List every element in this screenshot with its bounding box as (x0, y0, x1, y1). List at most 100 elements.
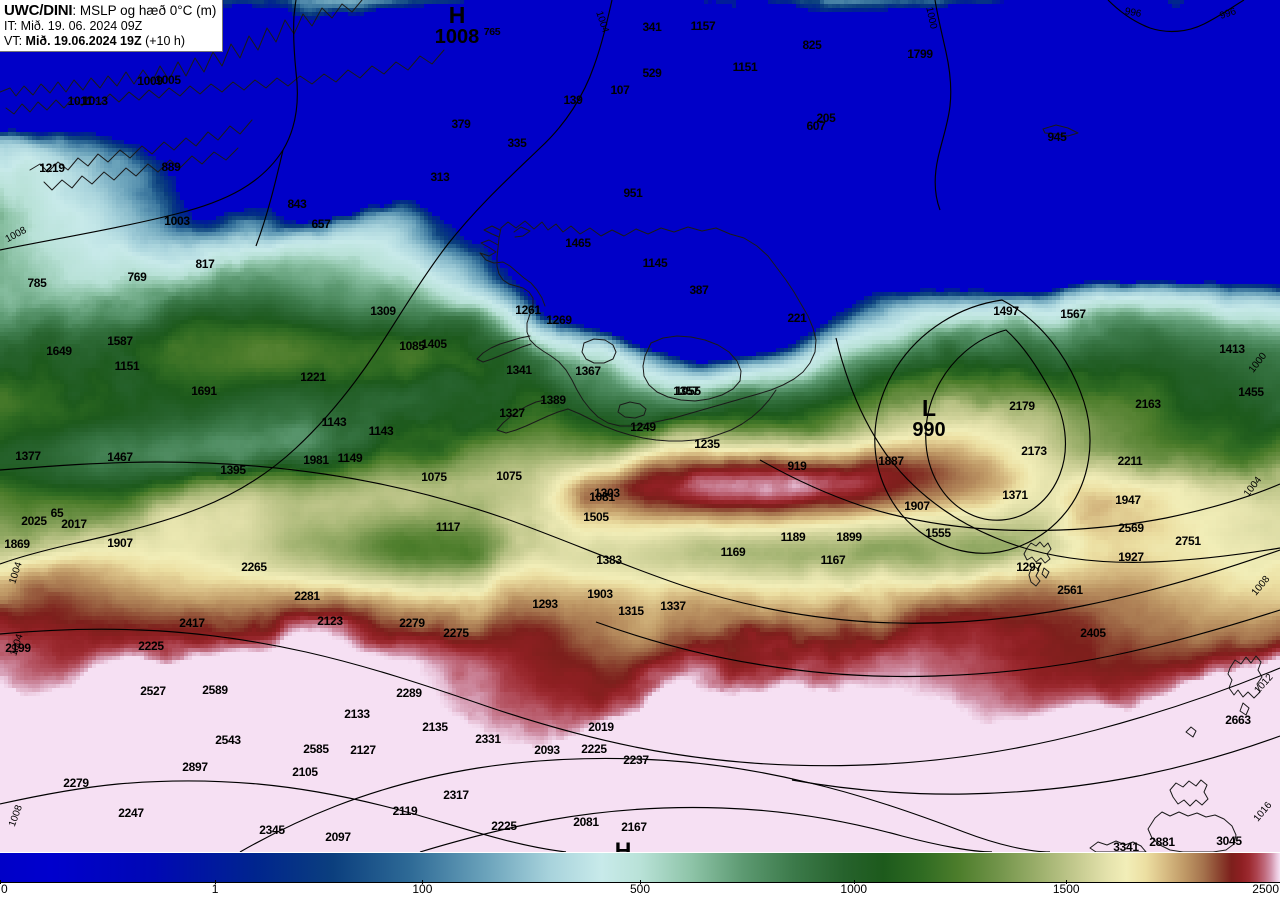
isobar-path (934, 0, 952, 211)
gridpoint-value-label: 2289 (396, 686, 422, 700)
color-scale-tick-labels: 0 1 100 500 1000 1500 2500 (0, 880, 1280, 898)
coastline-path (29, 119, 253, 173)
gridpoint-value-label: 1555 (925, 526, 951, 540)
gridpoint-value-label: 2417 (179, 616, 205, 630)
gridpoint-value-label: 2279 (399, 616, 425, 630)
gridpoint-value-label: 2281 (294, 589, 320, 603)
coastline-path (0, 0, 363, 97)
gridpoint-value-label: 2081 (573, 815, 599, 829)
gridpoint-value-label: 951 (623, 186, 643, 200)
gridpoint-value-label: 1389 (540, 393, 566, 407)
pressure-center-value: 990 (912, 419, 946, 441)
gridpoint-value-label: 1085 (399, 339, 425, 353)
gridpoint-value-label: 221 (787, 311, 807, 325)
gridpoint-value-label: 65 (50, 506, 64, 520)
gridpoint-value-label: 843 (287, 197, 307, 211)
gridpoint-value-label: 2199 (5, 641, 31, 655)
isobar-path (835, 337, 1280, 563)
gridpoint-value-label: 1367 (575, 364, 601, 378)
gridpoint-value-label: 2127 (350, 743, 376, 757)
gridpoint-value-label: 2247 (118, 806, 144, 820)
gridpoint-value-label: 2897 (182, 760, 208, 774)
coastline-path (1089, 840, 1147, 852)
gridpoint-value-label: 2097 (325, 830, 351, 844)
gridpoint-value-label: 1249 (630, 420, 656, 434)
gridpoint-value-label: 2179 (1009, 399, 1035, 413)
coastline-layer (0, 0, 1263, 852)
gridpoint-value-label: 2589 (202, 683, 228, 697)
color-scale-tick-label: 1 (211, 882, 219, 896)
map-overlay-vectors (0, 0, 1280, 852)
gridpoint-value-label: 1357 (673, 384, 699, 398)
gridpoint-value-label: 387 (689, 283, 709, 297)
gridpoint-value-label: 2119 (392, 804, 418, 818)
gridpoint-value-label: 817 (195, 257, 215, 271)
gridpoint-value-label: 1013 (82, 94, 108, 108)
gridpoint-value-label: 3341 (1113, 840, 1139, 852)
gridpoint-value-label: 2225 (491, 819, 517, 833)
gridpoint-value-label: 1219 (39, 161, 65, 175)
gridpoint-value-label: 205 (816, 111, 836, 125)
color-scale-tick-label: 1500 (1052, 882, 1080, 896)
gridpoint-value-label: 1167 (820, 553, 846, 567)
init-time-line: IT: Mið. 19. 06. 2024 09Z (4, 19, 143, 34)
gridpoint-value-label: 2317 (443, 788, 469, 802)
gridpoint-value-label: 1081 (589, 490, 615, 504)
coastline-path (1042, 124, 1079, 137)
gridpoint-value-label: 1899 (836, 530, 862, 544)
gridpoint-value-label: 1143 (368, 424, 394, 438)
gridpoint-value-label: 945 (1047, 130, 1067, 144)
gridpoint-value-label: 1497 (993, 304, 1019, 318)
gridpoint-value-label: 2237 (623, 753, 649, 767)
map-canvas-area[interactable]: 765 341 1157 825 1799 529 1151 107 139 205 607 945 1… (0, 0, 1280, 852)
pressure-center-value: 1008 (434, 26, 480, 48)
gridpoint-value-label: 1221 (300, 370, 326, 384)
gridpoint-value-label: 1799 (907, 47, 933, 61)
gridpoint-value-label: 1691 (191, 384, 217, 398)
gridpoint-value-label: 335 (507, 136, 527, 150)
gridpoint-value-label: 2527 (140, 684, 166, 698)
gridpoint-value-label: 1341 (506, 363, 532, 377)
coastline-path (581, 338, 617, 364)
gridpoint-value-label: 1465 (565, 236, 591, 250)
isobar-path (925, 329, 1066, 521)
coastline-path (1147, 811, 1237, 852)
color-scale-tick-mark (0, 880, 1, 884)
coastline-path (496, 399, 569, 434)
isobar-path (0, 0, 298, 251)
gridpoint-value-label: 607 (806, 119, 826, 133)
gridpoint-value-label: 1055 (675, 384, 701, 398)
gridpoint-value-label: 1189 (780, 530, 806, 544)
color-scale-bar: 0 1 100 500 1000 1500 2500 (0, 852, 1280, 898)
isobar-path (255, 149, 284, 247)
gridpoint-value-label: 1011 (67, 94, 93, 108)
product-description: : MSLP og hæð 0°C (m) (72, 3, 217, 18)
coastline-path (567, 389, 777, 442)
color-scale-tick-label: 1000 (840, 882, 868, 896)
gridpoint-value-label: 529 (642, 66, 662, 80)
gridpoint-value-label: 2225 (138, 639, 164, 653)
gridpoint-value-label: 1649 (46, 344, 72, 358)
gridpoint-value-label: 2017 (61, 517, 87, 531)
gridpoint-value-label: 2543 (215, 733, 241, 747)
color-scale-tick-mark (1066, 880, 1068, 884)
coastline-path (496, 220, 817, 427)
gridpoint-value-label: 1907 (904, 499, 930, 513)
gridpoint-value-label: 1907 (107, 536, 133, 550)
isobar-path (0, 0, 613, 565)
gridpoint-value-label: 919 (787, 459, 807, 473)
coastline-path (1185, 726, 1197, 738)
gridpoint-value-label: 1005 (155, 73, 181, 87)
gridpoint-value-label: 1395 (220, 463, 246, 477)
coastline-path (476, 335, 532, 363)
gridpoint-value-label: 2225 (581, 742, 607, 756)
gridpoint-value-label: 1151 (732, 60, 758, 74)
gridpoint-value-label: 1947 (1115, 493, 1141, 507)
gridpoint-value-label: 1927 (1118, 550, 1144, 564)
gridpoint-value-label: 1157 (690, 19, 716, 33)
isobar-path (759, 459, 1280, 532)
valid-time-lead: (+10 h) (141, 33, 186, 48)
color-scale-tick-mark (422, 880, 424, 884)
gridpoint-value-label: 2345 (259, 823, 285, 837)
model-name: UWC/DINI (4, 2, 73, 19)
